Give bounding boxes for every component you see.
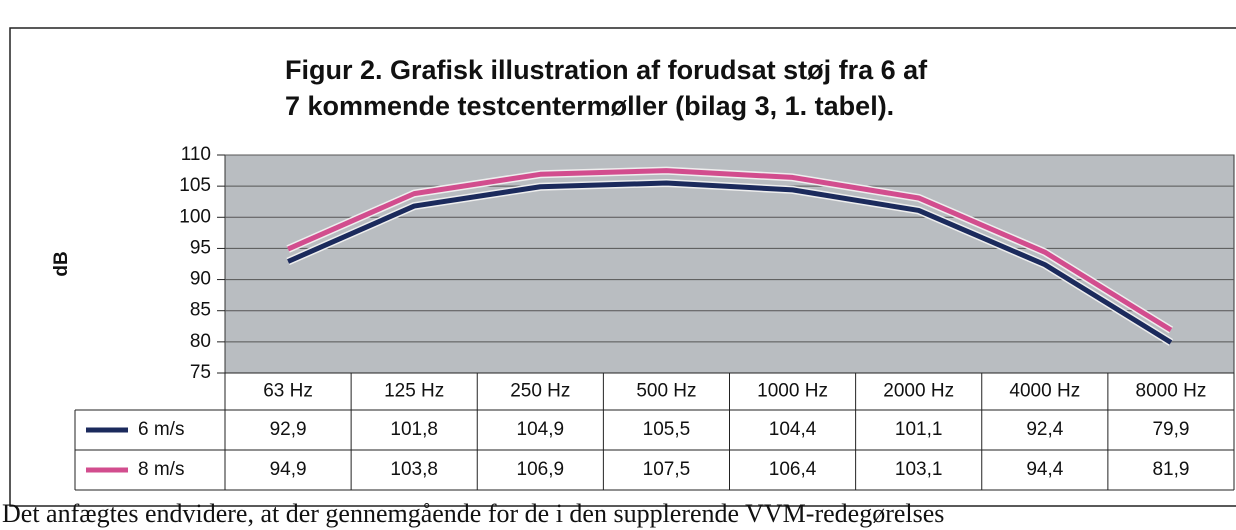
y-tick-label: 110 <box>181 144 211 165</box>
data-label: 101,1 <box>895 419 943 440</box>
title-line: 7 kommende testcentermøller (bilag 3, 1.… <box>285 91 894 121</box>
y-tick-label: 95 <box>190 237 211 258</box>
data-label: 92,4 <box>1026 419 1063 440</box>
y-tick-label: 100 <box>179 206 211 227</box>
y-tick-label: 75 <box>190 362 211 383</box>
data-label: 104,9 <box>517 419 565 440</box>
x-tick-label: 500 Hz <box>636 381 696 402</box>
body-text: Det anfægtes endvidere, at der gennemgåe… <box>2 499 944 528</box>
y-tick-label: 80 <box>190 331 211 352</box>
data-label: 107,5 <box>643 459 691 480</box>
legend-label: 8 m/s <box>138 459 184 480</box>
frame <box>9 27 1236 507</box>
x-tick-label: 1000 Hz <box>757 381 828 402</box>
title-line: Figur 2. Grafisk illustration af forudsa… <box>285 55 928 85</box>
data-label: 103,8 <box>390 459 438 480</box>
data-label: 92,9 <box>270 419 307 440</box>
data-label: 79,9 <box>1152 419 1189 440</box>
y-tick-label: 85 <box>190 300 211 321</box>
x-tick-label: 4000 Hz <box>1009 381 1080 402</box>
y-tick-label: 90 <box>190 269 211 290</box>
y-tick-label: 105 <box>179 175 211 196</box>
x-tick-label: 125 Hz <box>384 381 444 402</box>
data-label: 94,9 <box>270 459 307 480</box>
x-tick-label: 2000 Hz <box>883 381 954 402</box>
series-line <box>287 168 1173 333</box>
series-line <box>287 180 1173 345</box>
x-tick-label: 250 Hz <box>510 381 570 402</box>
data-label: 104,4 <box>769 419 817 440</box>
data-label: 81,9 <box>1152 459 1189 480</box>
data-label: 106,9 <box>517 459 565 480</box>
x-tick-label: 8000 Hz <box>1136 381 1207 402</box>
legend-label: 6 m/s <box>138 419 184 440</box>
data-label: 94,4 <box>1026 459 1063 480</box>
data-label: 103,1 <box>895 459 943 480</box>
y-axis-label: dB <box>51 251 72 276</box>
data-label: 105,5 <box>643 419 691 440</box>
data-label: 106,4 <box>769 459 817 480</box>
x-tick-label: 63 Hz <box>263 381 313 402</box>
data-label: 101,8 <box>390 419 438 440</box>
